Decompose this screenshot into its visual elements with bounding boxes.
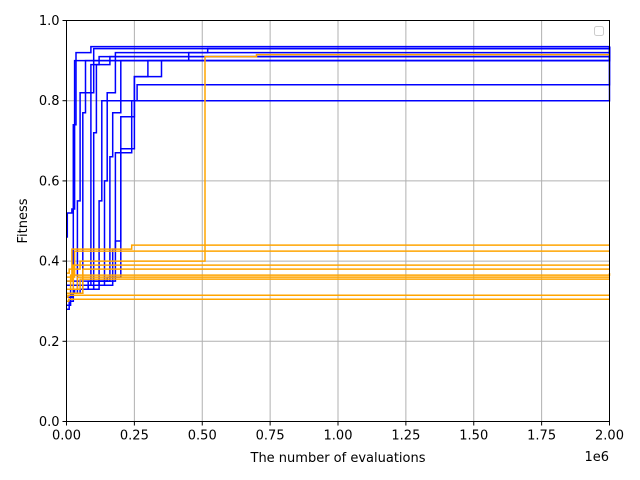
legend	[594, 26, 604, 36]
x-tick-label: 0.50	[188, 429, 217, 444]
y-tick-label: 0.2	[39, 335, 60, 350]
x-tick-label: 0.25	[120, 429, 149, 444]
y-tick-label: 0.8	[39, 94, 60, 109]
y-tick-label: 0.0	[39, 415, 60, 430]
x-tick-label: 0.75	[256, 429, 285, 444]
series-group	[66, 45, 611, 310]
orange-series-line	[66, 278, 610, 290]
x-tick-label: 1.75	[527, 429, 556, 444]
blue-series-line	[66, 46, 611, 294]
y-axis-label: Fitness	[16, 198, 31, 243]
x-axis-ticks: 0.00 0.25 0.50 0.75 1.00 1.25 1.50 1.75 2.00	[52, 421, 624, 444]
x-axis-label: The number of evaluations	[250, 451, 426, 466]
grid	[66, 20, 610, 422]
x-tick-label: 1.25	[391, 429, 420, 444]
orange-series-line	[66, 294, 610, 298]
x-tick-label: 1.50	[459, 429, 488, 444]
y-axis-ticks: 0.0 0.2 0.4 0.6 0.8 1.0	[39, 14, 67, 430]
y-tick-label: 1.0	[39, 14, 60, 29]
x-tick-label: 2.00	[595, 429, 624, 444]
y-tick-label: 0.6	[39, 174, 60, 189]
x-tick-label: 1.00	[324, 429, 353, 444]
orange-series-line	[66, 53, 610, 274]
x-axis-offset-label: 1e6	[584, 450, 609, 465]
x-tick-label: 0.00	[52, 429, 81, 444]
blue-series-line	[66, 46, 611, 294]
orange-series-line	[66, 298, 610, 302]
y-tick-label: 0.4	[39, 255, 60, 270]
orange-series-line	[66, 268, 610, 294]
legend-box	[594, 26, 604, 36]
